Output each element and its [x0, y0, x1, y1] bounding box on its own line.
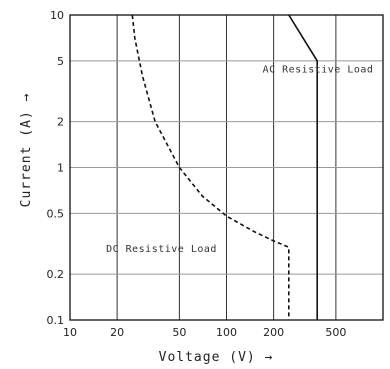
- annotation-label: AC Resistive Load: [263, 64, 374, 75]
- x-tick-label: 20: [110, 326, 124, 339]
- plot-frame: [69, 14, 384, 321]
- y-tick-label: 0.1: [47, 314, 65, 327]
- y-tick-label: 0.5: [47, 207, 65, 220]
- x-tick-label: 100: [216, 326, 237, 339]
- y-tick-label: 5: [57, 55, 64, 68]
- x-axis-ticks: 10 20 50 100 200 500: [63, 326, 346, 339]
- series-line-ac-resistive-load: [288, 14, 318, 320]
- y-tick-label: 10: [50, 9, 64, 22]
- data-series: [131, 14, 318, 320]
- series-line-dc-resistive-load: [131, 14, 290, 320]
- y-tick-label: 1: [57, 162, 64, 175]
- y-tick-label: 0.2: [47, 268, 65, 281]
- y-axis-ticks: 0.1 0.2 0.5 1 2 5 10: [47, 9, 65, 327]
- plot-border: [69, 14, 384, 321]
- y-tick-label: 2: [57, 116, 64, 129]
- x-tick-label: 10: [63, 326, 77, 339]
- x-axis-label: Voltage (V) →: [159, 350, 274, 365]
- grid-lines: [70, 15, 383, 320]
- x-tick-label: 500: [325, 326, 346, 339]
- x-tick-label: 50: [172, 326, 186, 339]
- annotation-label: DC Resistive Load: [106, 244, 217, 255]
- y-axis-label: Current (A) →: [19, 93, 34, 208]
- x-tick-label: 200: [263, 326, 284, 339]
- annotations: AC Resistive Load DC Resistive Load: [106, 64, 373, 254]
